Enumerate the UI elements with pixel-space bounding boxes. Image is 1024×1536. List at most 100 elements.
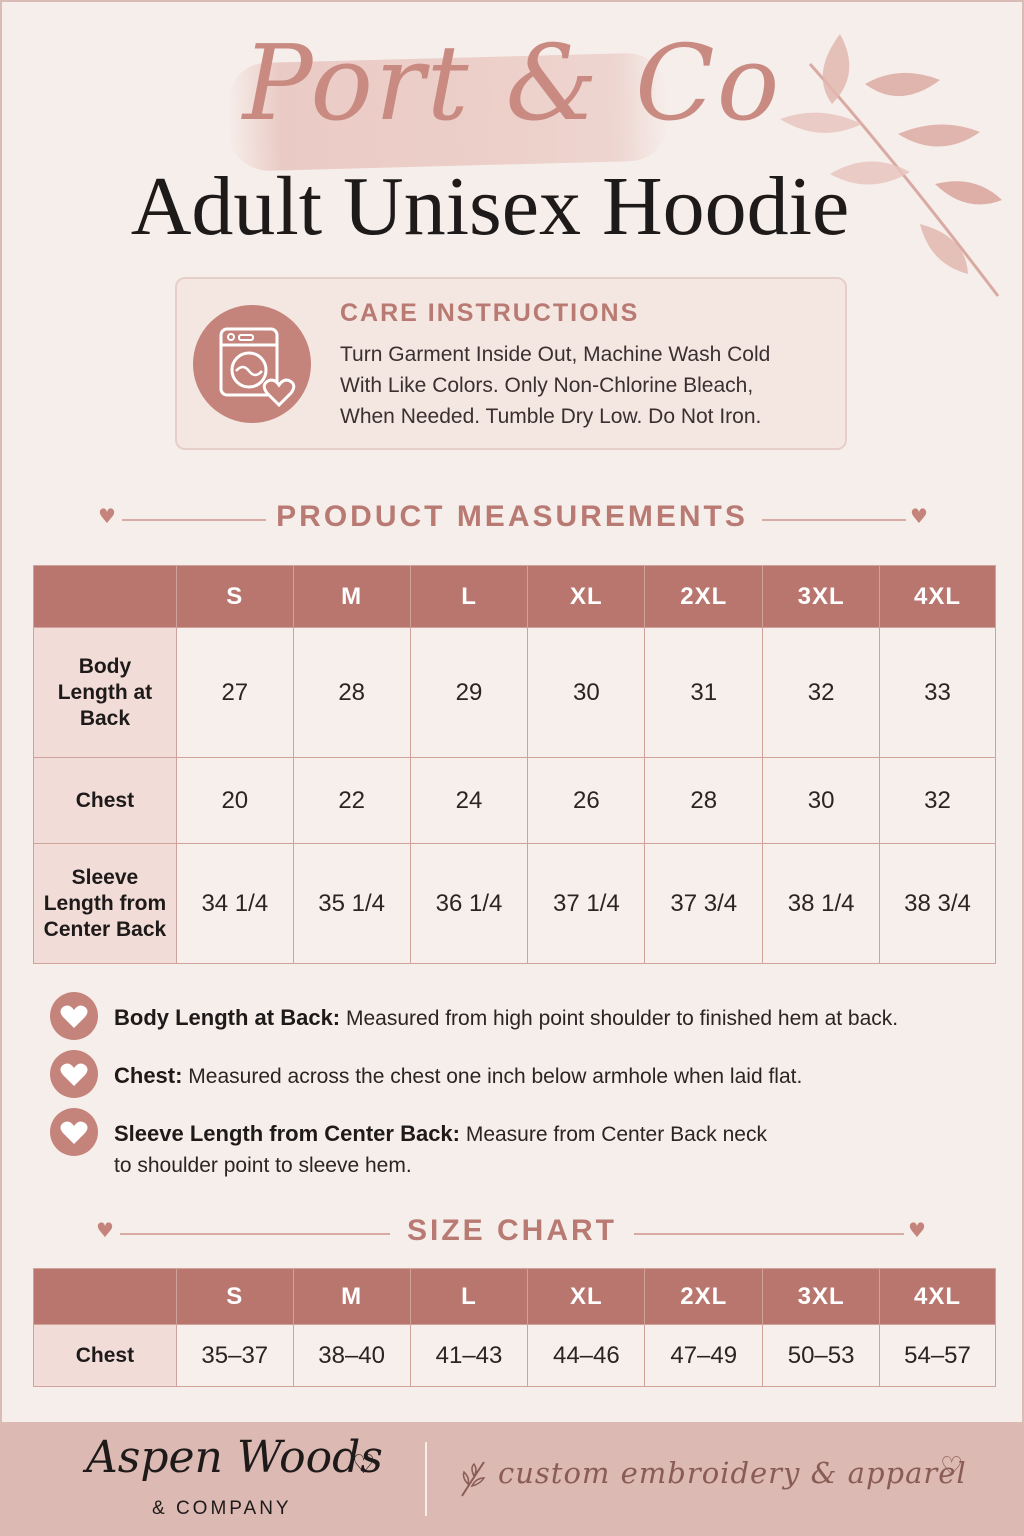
table-cell: 26: [527, 757, 646, 844]
table-cell: 37 3/4: [644, 843, 764, 964]
row-label-line: Chest: [75, 788, 135, 812]
heart-icon: ♥: [98, 504, 116, 528]
table-row: Chest 35–37 38–40 41–43 44–46 47–49 50–5…: [33, 1324, 996, 1387]
size-header: XL: [527, 565, 646, 628]
note-desc: Measure from Center Back neck: [465, 1123, 767, 1146]
table-cell: 36 1/4: [409, 843, 529, 964]
care-instructions-box: CARE INSTRUCTIONS Turn Garment Inside Ou…: [175, 277, 847, 450]
note-text: Body Length at Back: Measured from high …: [114, 1002, 974, 1034]
table-cell: 47–49: [644, 1324, 764, 1387]
table-corner-cell: [33, 1268, 177, 1325]
size-chart-section-heading: ♥ SIZE CHART ♥: [0, 1214, 1024, 1254]
table-cell: 24: [409, 757, 529, 844]
table-cell: 37 1/4: [527, 843, 646, 964]
care-icon-badge: [193, 305, 311, 423]
size-header: 3XL: [762, 565, 881, 628]
table-row: Sleeve Length from Center Back 34 1/4 35…: [33, 843, 996, 964]
heart-badge: [50, 992, 98, 1040]
row-label: Body Length at Back: [33, 627, 177, 758]
table-cell: 20: [175, 757, 294, 844]
washing-machine-heart-icon: [219, 327, 296, 408]
size-header: 2XL: [644, 565, 764, 628]
row-label-line: Body: [78, 654, 132, 678]
size-header: S: [175, 1268, 294, 1325]
size-header: 2XL: [644, 1268, 764, 1325]
page-title: Adult Unisex Hoodie: [130, 160, 850, 253]
heart-icon: ♡: [352, 1450, 376, 1480]
care-line: When Needed. Tumble Dry Low. Do Not Iron…: [340, 405, 762, 428]
table-cell: 35 1/4: [292, 843, 411, 964]
note-desc: Measured across the chest one inch below…: [188, 1065, 803, 1088]
size-header: M: [292, 565, 411, 628]
table-cell: 44–46: [527, 1324, 646, 1387]
care-text: Turn Garment Inside Out, Machine Wash Co…: [340, 339, 840, 432]
note-term: Sleeve Length from Center Back:: [114, 1121, 460, 1146]
size-header: 4XL: [879, 565, 996, 628]
size-header: M: [292, 1268, 411, 1325]
note-term: Chest:: [114, 1063, 183, 1088]
heart-icon: ♥: [908, 1218, 926, 1242]
table-cell: 35–37: [175, 1324, 294, 1387]
table-cell: 33: [879, 627, 996, 758]
divider-line: [122, 519, 266, 521]
table-cell: 30: [762, 757, 881, 844]
heart-icon: ♥: [96, 1218, 114, 1242]
table-cell: 29: [409, 627, 529, 758]
table-row: Body Length at Back 27 28 29 30 31 32 33: [33, 627, 996, 758]
size-header: S: [175, 565, 294, 628]
table-header-row: S M L XL 2XL 3XL 4XL: [33, 565, 996, 628]
table-cell: 38–40: [292, 1324, 411, 1387]
size-header: L: [409, 1268, 529, 1325]
row-label-line: Back: [79, 706, 131, 730]
care-line: With Like Colors. Only Non-Chlorine Blea…: [340, 374, 754, 397]
size-header: 3XL: [762, 1268, 881, 1325]
table-cell: 22: [292, 757, 411, 844]
size-chart-table: S M L XL 2XL 3XL 4XL Chest 35–37 38–40 4…: [33, 1268, 996, 1387]
note-desc-continued: to shoulder point to sleeve hem.: [114, 1154, 412, 1177]
divider-line: [120, 1233, 390, 1235]
note-text: Chest: Measured across the chest one inc…: [114, 1060, 974, 1092]
heart-icon: [60, 1121, 88, 1144]
care-heading: CARE INSTRUCTIONS: [340, 299, 640, 327]
table-cell: 28: [644, 757, 764, 844]
row-label-line: Length from: [43, 891, 167, 915]
footer-company: & COMPANY: [152, 1498, 292, 1519]
size-chart-heading: SIZE CHART: [407, 1214, 617, 1247]
table-cell: 38 3/4: [879, 843, 996, 964]
row-label: Chest: [33, 757, 177, 844]
note-desc: Measured from high point shoulder to fin…: [345, 1007, 899, 1030]
table-corner-cell: [33, 565, 177, 628]
heart-badge: [50, 1050, 98, 1098]
divider-line: [762, 519, 906, 521]
table-cell: 38 1/4: [762, 843, 881, 964]
footer-tagline: custom embroidery & apparel: [498, 1456, 967, 1490]
table-cell: 31: [644, 627, 764, 758]
table-cell: 28: [292, 627, 411, 758]
table-cell: 41–43: [409, 1324, 529, 1387]
table-cell: 50–53: [762, 1324, 881, 1387]
heart-icon: [60, 1005, 88, 1028]
note-term: Body Length at Back:: [114, 1005, 341, 1030]
heart-icon: ♥: [910, 504, 928, 528]
row-label-line: Length at: [57, 680, 153, 704]
table-cell: 54–57: [879, 1324, 996, 1387]
table-row: Chest 20 22 24 26 28 30 32: [33, 757, 996, 844]
size-header: XL: [527, 1268, 646, 1325]
table-cell: 27: [175, 627, 294, 758]
table-cell: 32: [762, 627, 881, 758]
table-cell: 30: [527, 627, 646, 758]
table-cell: 32: [879, 757, 996, 844]
brand-script-title: Port & Co: [242, 22, 782, 144]
row-label-line: Center Back: [43, 917, 167, 941]
care-line: Turn Garment Inside Out, Machine Wash Co…: [340, 343, 771, 366]
footer-divider: [425, 1442, 427, 1516]
divider-line: [634, 1233, 904, 1235]
measurements-section-heading: ♥ PRODUCT MEASUREMENTS ♥: [0, 500, 1024, 540]
sprig-icon: [461, 1461, 486, 1497]
table-cell: 34 1/4: [175, 843, 294, 964]
measurements-heading: PRODUCT MEASUREMENTS: [276, 500, 748, 533]
heart-icon: [60, 1063, 88, 1086]
note-text: Sleeve Length from Center Back: Measure …: [114, 1118, 974, 1181]
size-header: 4XL: [879, 1268, 996, 1325]
row-label-line: Sleeve: [71, 865, 139, 889]
